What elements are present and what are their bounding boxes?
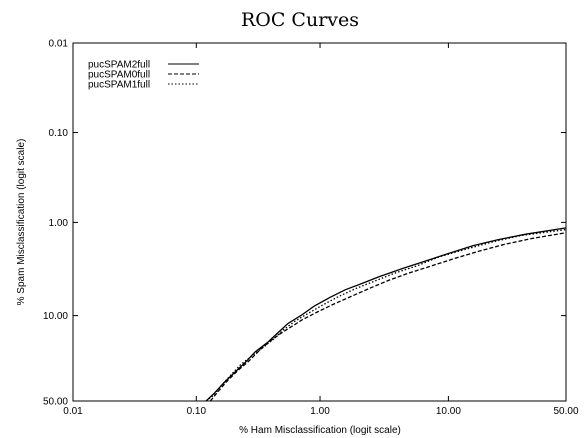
- y-tick-label: 1.00: [49, 218, 69, 229]
- x-tick-label: 10.00: [436, 406, 461, 417]
- legend-label: pucSPAM0full: [88, 70, 150, 81]
- plot-frame: [72, 42, 567, 402]
- tick-labels: 0.01 0.10 1.00 10.00 50.000.010.101.0010.005…: [43, 39, 579, 418]
- legend-label: pucSPAM2full: [88, 60, 150, 71]
- y-axis-label: % Spam Misclassification (logit scale): [16, 139, 27, 306]
- axis-ticks: [72, 42, 567, 402]
- y-tick-label: 0.01: [49, 39, 69, 50]
- chart-title: ROC Curves: [241, 9, 359, 31]
- series-line-pucSPAM2full: [205, 227, 567, 402]
- legend-label: pucSPAM1full: [88, 80, 150, 91]
- x-tick-label: 0.01: [63, 406, 83, 417]
- series-line-pucSPAM0full: [209, 232, 567, 402]
- x-tick-label: 0.10: [187, 406, 207, 417]
- x-axis-label: % Ham Misclassification (logit scale): [239, 425, 401, 436]
- y-tick-label: 50.00: [43, 397, 68, 408]
- series-lines: [205, 227, 567, 402]
- x-tick-label: 50.00: [553, 406, 578, 417]
- y-tick-label: 10.00: [43, 311, 68, 322]
- x-tick-label: 1.00: [310, 406, 330, 417]
- y-tick-label: 0.10: [49, 128, 69, 139]
- series-line-pucSPAM1full: [205, 228, 567, 402]
